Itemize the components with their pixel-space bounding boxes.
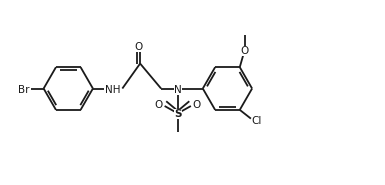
Text: N: N	[174, 85, 182, 95]
Text: O: O	[192, 100, 201, 110]
Text: O: O	[135, 42, 143, 52]
Text: Br: Br	[18, 85, 30, 95]
Text: Cl: Cl	[252, 116, 262, 126]
Text: O: O	[155, 100, 163, 110]
Text: S: S	[174, 109, 181, 119]
Text: O: O	[240, 46, 249, 56]
Text: NH: NH	[105, 85, 121, 95]
